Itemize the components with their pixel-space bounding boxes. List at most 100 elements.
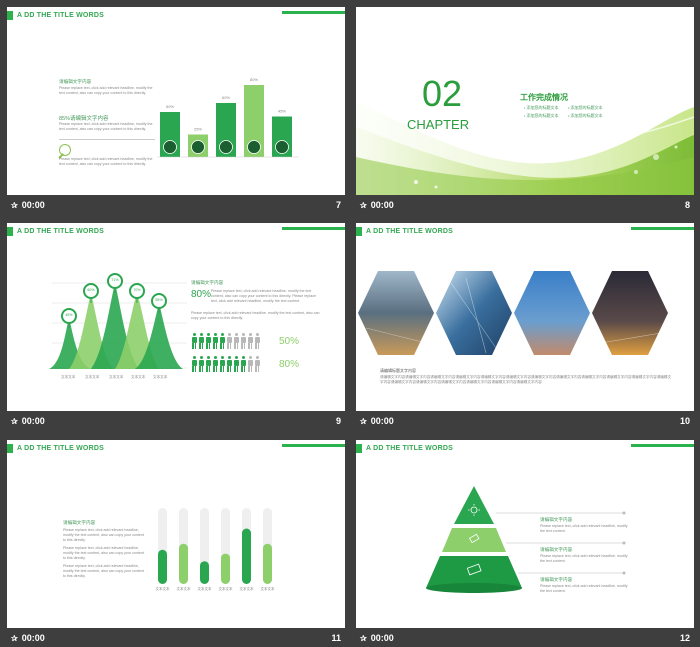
slide-header: A DD THE TITLE WORDS	[7, 444, 345, 454]
star-icon: ✰	[11, 633, 18, 643]
header-accent-line	[282, 227, 345, 230]
slide-number: 11	[331, 633, 341, 643]
bar	[179, 543, 188, 584]
text-body: Please replace text, click add relevant …	[63, 564, 144, 578]
slide-time: 00:00	[21, 200, 45, 210]
slide-canvas: A DD THE TITLE WORDS 请编辑文字内容 Please repl…	[7, 7, 345, 195]
person-icon	[198, 333, 204, 349]
header-marker	[7, 227, 13, 236]
text-body: Please replace text, click add relevant …	[59, 157, 153, 166]
slide-footer: ✰ 00:00 12	[356, 628, 694, 647]
text-body: Please replace text, click add relevant …	[59, 86, 153, 95]
slide-header: A DD THE TITLE WORDS	[7, 227, 345, 237]
person-icon	[191, 356, 197, 372]
header-accent-line	[282, 11, 345, 14]
text-body: Please replace text, click add relevant …	[211, 289, 317, 303]
pill-bar-chart: 文本文本 文本文本 文本文本 文本文本 文本文本 文本文本	[156, 508, 275, 591]
slide-canvas: A DD THE TITLE WORDS 请编辑文字内容 Please repl…	[7, 440, 345, 628]
slide-time: 00:00	[370, 416, 394, 426]
photo-glass-tower	[436, 271, 512, 355]
header-marker	[356, 227, 362, 236]
peak-value: 71%	[111, 278, 119, 282]
pyramid-bottom	[426, 556, 522, 588]
divider	[59, 139, 155, 140]
header-marker	[7, 444, 13, 453]
chapter-item: • 添加您的标题文本	[568, 113, 603, 118]
camera-icon	[219, 140, 233, 154]
bar-chart: 50% 25% 60% 80% 45%	[157, 77, 299, 158]
header-title: A DD THE TITLE WORDS	[17, 228, 104, 235]
header-accent-line	[631, 444, 694, 447]
slide-footer: ✰ 00:00 9	[7, 411, 345, 431]
bar-value-label: 25%	[194, 127, 202, 132]
pyramid-diagram	[426, 486, 626, 593]
photo-night-traffic	[592, 271, 668, 355]
bar	[221, 553, 230, 584]
hexagon-photos	[358, 271, 668, 355]
photo-city-street	[514, 271, 590, 355]
chapter-item: • 添加您的标题文本	[524, 105, 559, 110]
slide-canvas: 02 CHAPTER 工作完成情况 • 添加您的标题文本 • 添加您的标题文本 …	[356, 7, 694, 195]
person-icon	[226, 356, 232, 372]
people-row	[191, 356, 260, 372]
person-icon	[205, 356, 211, 372]
slide-thumb-10[interactable]: A DD THE TITLE WORDS	[356, 223, 694, 431]
peak-label: 文本文本	[61, 375, 76, 379]
slide-time: 00:00	[21, 633, 45, 643]
star-icon: ✰	[11, 416, 18, 426]
row-percent: 80%	[279, 359, 300, 370]
slide-number: 12	[679, 633, 690, 643]
person-icon	[191, 333, 197, 349]
slide-footer: ✰ 00:00 7	[7, 195, 345, 215]
slide-thumb-12[interactable]: A DD THE TITLE WORDS	[356, 440, 694, 647]
peak-chart	[49, 273, 187, 369]
peak-value: 55%	[155, 298, 163, 302]
person-icon	[226, 333, 232, 349]
item-heading: 请编辑文字内容	[540, 577, 573, 582]
header-marker	[7, 11, 13, 20]
text-heading: 请编辑文字内容	[191, 280, 224, 285]
slide-footer: ✰ 00:00 8	[356, 195, 694, 215]
person-icon	[212, 356, 218, 372]
pen-icon	[191, 140, 205, 154]
bar-value-label: 45%	[278, 109, 286, 114]
text-body: Please replace text, click add relevant …	[59, 122, 153, 131]
slide-canvas: A DD THE TITLE WORDS	[7, 223, 345, 411]
person-icon	[212, 333, 218, 349]
bar-label: 文本文本	[261, 586, 275, 591]
text-body: Please replace text, click add relevant …	[63, 546, 144, 560]
text-body: Please replace text, click add relevant …	[63, 528, 144, 542]
monitor-icon	[163, 140, 177, 154]
green-wave-background	[356, 102, 694, 195]
peak-value: 70%	[133, 288, 141, 292]
chat-icon	[275, 140, 289, 154]
slide-header: A DD THE TITLE WORDS	[7, 11, 345, 21]
text-heading: 请编辑文字内容	[63, 520, 96, 525]
person-icon	[233, 333, 239, 349]
bar-label: 文本文本	[240, 586, 254, 591]
slide-canvas: A DD THE TITLE WORDS	[356, 440, 694, 628]
slide-number: 10	[679, 416, 690, 426]
chapter-label: CHAPTER	[407, 117, 470, 132]
photo-bridge	[358, 271, 434, 355]
bar-label: 文本文本	[156, 586, 170, 591]
caption-heading: 请编辑标题文字内容	[380, 368, 416, 373]
bar	[200, 561, 209, 584]
search-icon	[59, 144, 71, 156]
bar	[158, 549, 167, 584]
bar-value-label: 50%	[166, 104, 174, 109]
item-body: Please replace text, click add relevant …	[540, 584, 628, 593]
slide-time: 00:00	[21, 416, 45, 426]
slide-thumb-11[interactable]: A DD THE TITLE WORDS 请编辑文字内容 Please repl…	[7, 440, 345, 647]
slide-header: A DD THE TITLE WORDS	[356, 227, 694, 237]
slide-thumb-7[interactable]: A DD THE TITLE WORDS 请编辑文字内容 Please repl…	[7, 7, 345, 215]
bar-value-label: 80%	[250, 77, 258, 82]
slide-number: 8	[684, 200, 690, 210]
slide-thumb-8[interactable]: 02 CHAPTER 工作完成情况 • 添加您的标题文本 • 添加您的标题文本 …	[356, 7, 694, 215]
peak-value: 45%	[65, 313, 73, 317]
item-heading: 请编辑文字内容	[540, 517, 573, 522]
header-accent-line	[282, 444, 345, 447]
item-heading: 请编辑文字内容	[540, 547, 573, 552]
person-icon	[247, 356, 253, 372]
slide-thumb-9[interactable]: A DD THE TITLE WORDS	[7, 223, 345, 431]
